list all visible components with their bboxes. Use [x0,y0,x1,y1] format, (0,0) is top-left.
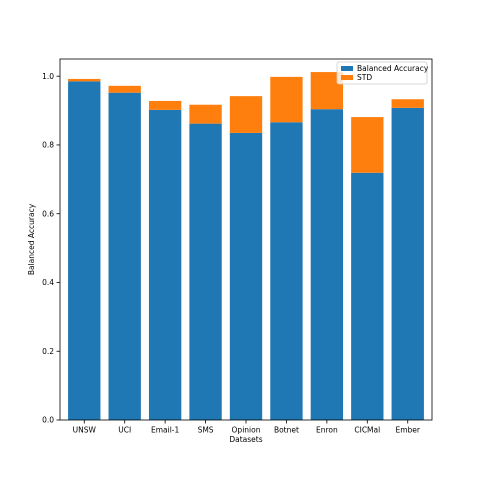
bar-cicmal-std [351,117,384,173]
legend-swatch [341,75,353,80]
bar-sms-accuracy [189,123,222,420]
y-tick-label: 0.0 [42,416,54,425]
bar-uci-accuracy [108,92,141,421]
x-tick-label: CICMal [354,426,380,435]
y-axis: 0.0 0.2 0.4 0.6 0.8 1.0 [42,72,60,425]
x-tick-label: Email-1 [151,426,180,435]
bar-unsw-accuracy [68,81,101,420]
bar-opinion-std [229,96,263,133]
bar-enron-accuracy [310,109,344,420]
bar-uci-std [108,85,141,93]
bar-ember-std [391,99,424,108]
x-tick-label: Opinion [232,426,261,435]
bar-botnet-std [270,76,303,123]
bar-sms-std [189,104,222,124]
y-tick-label: 1.0 [42,72,54,81]
bars-group [68,72,424,421]
y-tick-label: 0.2 [42,347,54,356]
x-axis-label: Datasets [229,435,262,444]
bar-cicmal-accuracy [351,172,384,420]
x-axis: UNSW UCI Email-1 SMS Opinion Botnet Enron CICMa… [73,420,421,435]
y-tick-label: 0.6 [42,209,54,218]
x-tick-label: Ember [395,426,420,435]
x-tick-label: Botnet [274,426,299,435]
bar-ember-accuracy [391,107,424,420]
legend-label: STD [357,73,372,82]
legend-box [336,61,428,85]
bar-botnet-accuracy [270,122,303,420]
legend-swatch [341,66,353,71]
bar-unsw-std [68,78,101,82]
x-tick-label: UCI [118,426,131,435]
x-tick-label: UNSW [73,426,97,435]
y-tick-label: 0.4 [42,278,54,287]
legend-label: Balanced Accuracy [357,64,429,73]
bar-email-1-accuracy [148,109,182,420]
x-tick-label: Enron [316,426,338,435]
x-tick-label: SMS [198,426,214,435]
bar-opinion-accuracy [229,132,263,420]
y-axis-label: Balanced Accuracy [27,203,36,275]
bar-email-1-std [148,100,182,110]
y-tick-label: 0.8 [42,141,54,150]
